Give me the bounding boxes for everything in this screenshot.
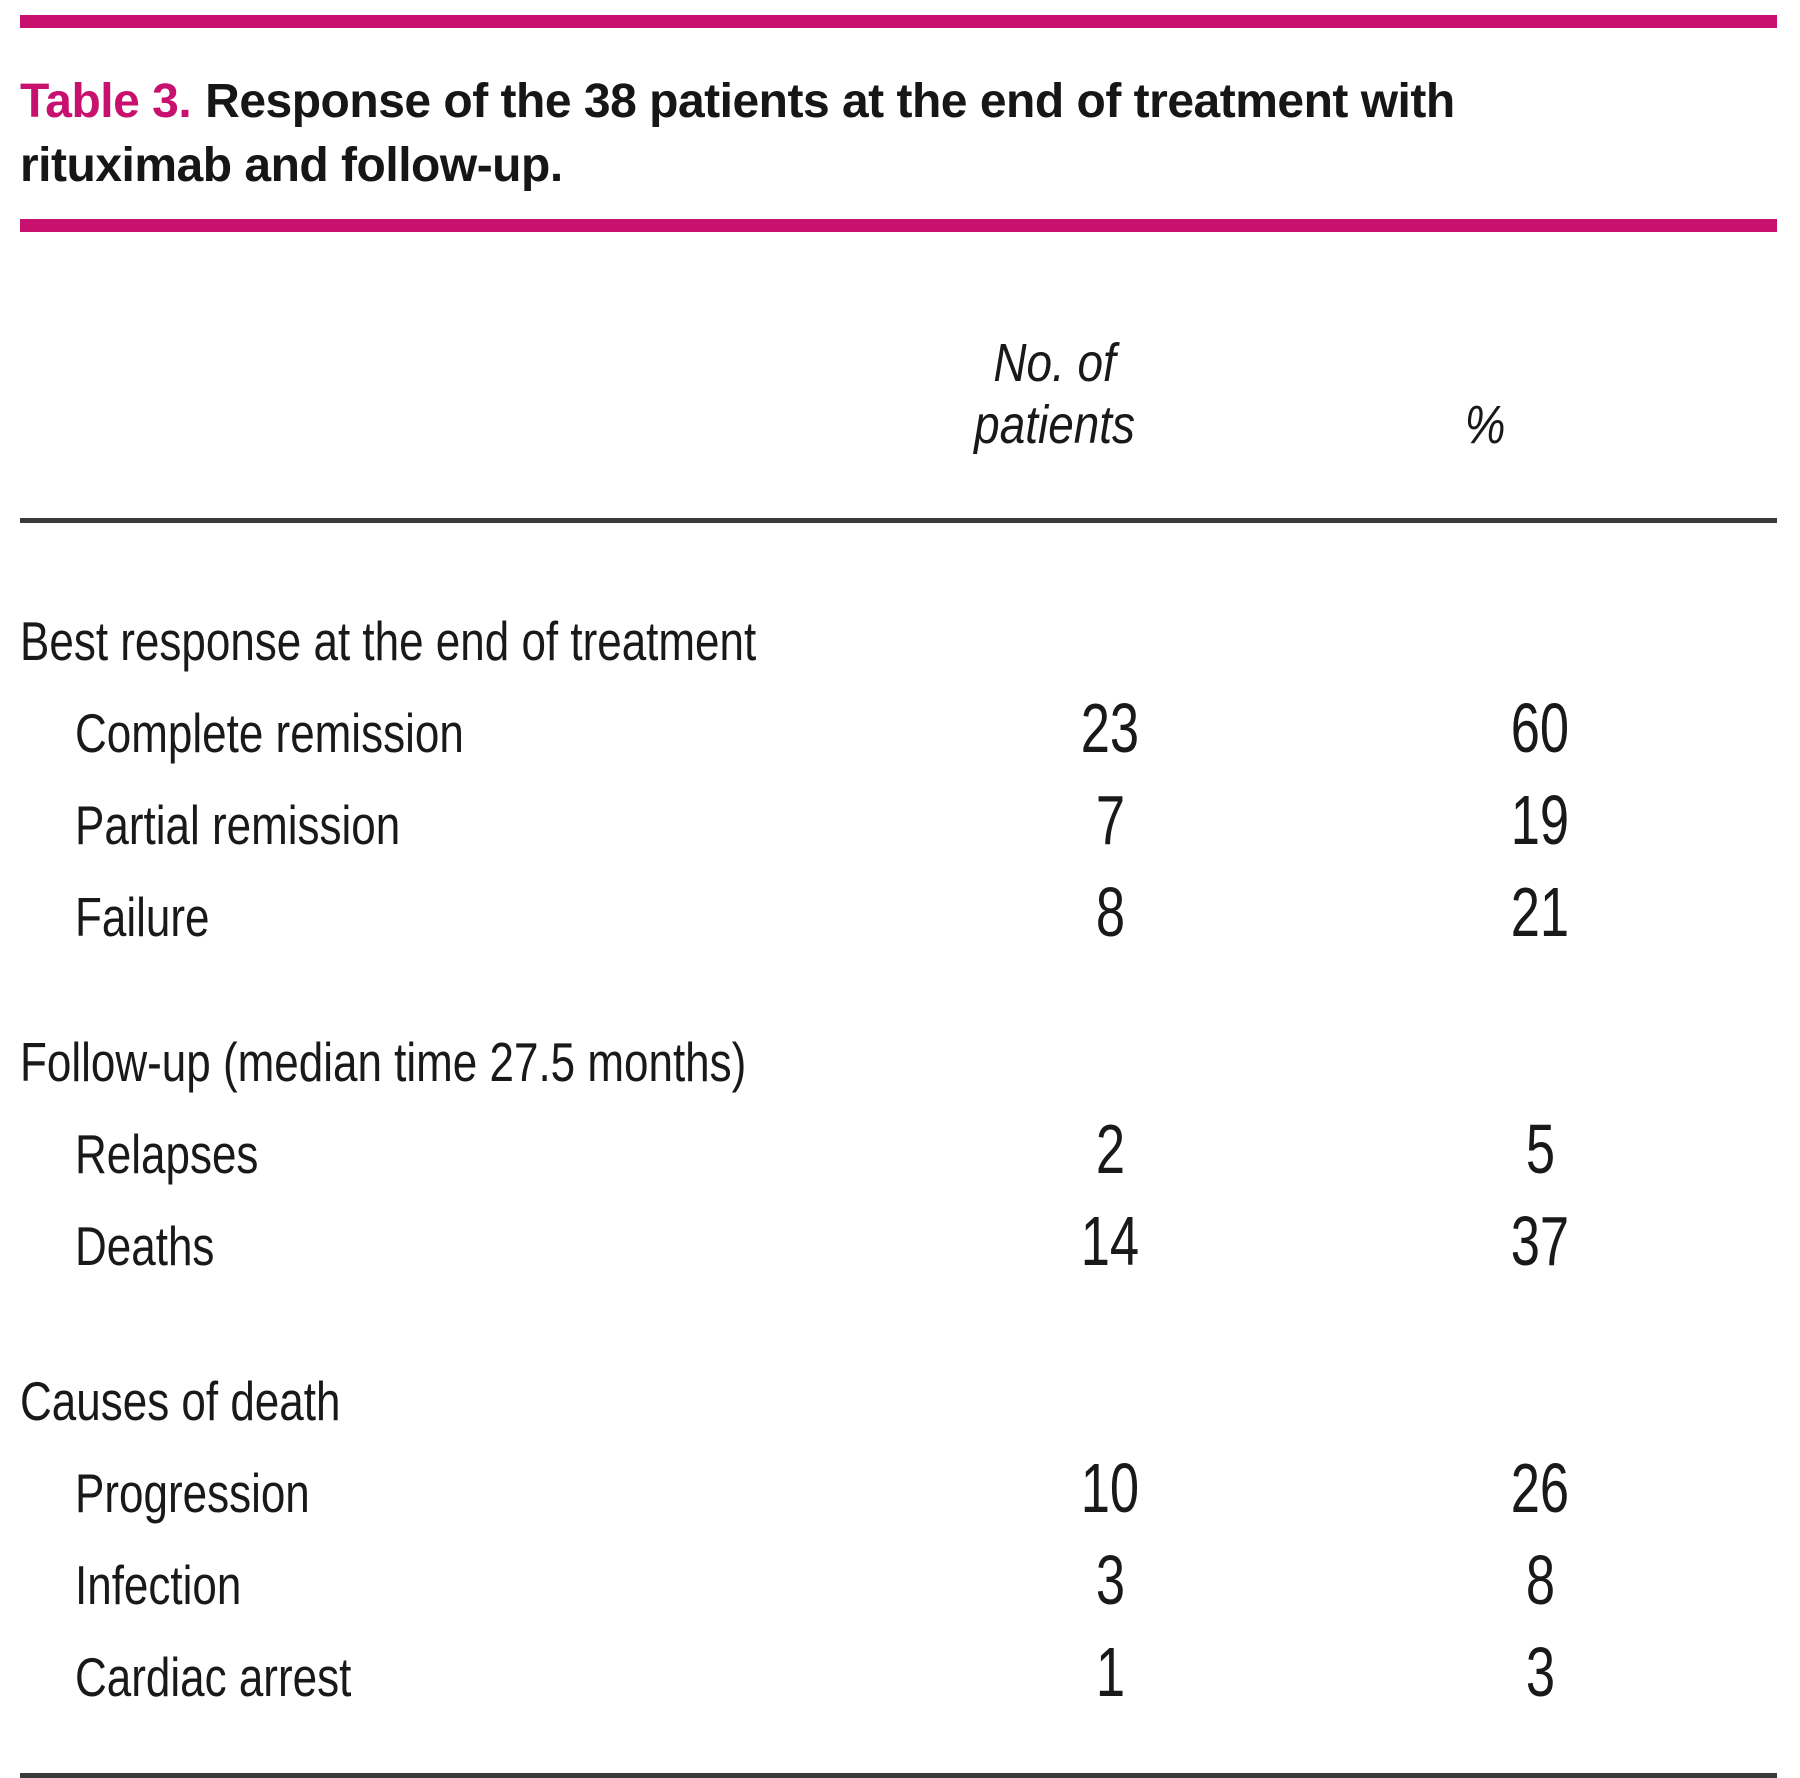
row-label: Progression [75, 1462, 310, 1524]
table-row: Complete remission 23 60 [20, 692, 1777, 784]
table-caption: Table 3. Response of the 38 patients at t… [20, 70, 1777, 198]
section-header-row: Causes of death [20, 1365, 1777, 1452]
row-percent-value: 19 [1510, 781, 1570, 859]
row-percent-value: 60 [1510, 689, 1570, 767]
table-caption-line2: rituximab and follow-up. [20, 139, 563, 192]
patients-header-line2: patients [974, 395, 1136, 455]
accent-bar-top [20, 15, 1777, 28]
table-number: Table 3. [20, 75, 192, 128]
section-header-label: Best response at the end of treatment [20, 610, 757, 672]
row-patients-value: 3 [1095, 1541, 1125, 1619]
row-label: Deaths [75, 1215, 215, 1277]
table-row: Relapses 2 5 [20, 1113, 1777, 1205]
patients-header-line1: No. of [993, 333, 1117, 393]
table-row: Partial remission 7 19 [20, 784, 1777, 876]
row-percent-value: 5 [1525, 1110, 1555, 1188]
row-patients-value: 2 [1095, 1110, 1125, 1188]
section-header-row: Best response at the end of treatment [20, 605, 1777, 692]
row-label: Infection [75, 1554, 242, 1616]
row-label: Complete remission [75, 702, 464, 764]
row-patients-value: 14 [1080, 1202, 1140, 1280]
table-row: Deaths 14 37 [20, 1205, 1777, 1297]
section-best-response: Best response at the end of treatment Co… [20, 605, 1777, 968]
patients-column-header: No. of patients [930, 332, 1180, 456]
row-percent-value: 21 [1510, 873, 1570, 951]
table-row: Cardiac arrest 1 3 [20, 1636, 1777, 1728]
section-causes-of-death: Causes of death Progression 10 26 Infect… [20, 1365, 1777, 1728]
row-patients-value: 7 [1095, 781, 1125, 859]
row-percent-value: 26 [1510, 1449, 1570, 1527]
row-patients-value: 1 [1095, 1633, 1125, 1711]
footer-rule [20, 1773, 1777, 1778]
table-figure: Table 3. Response of the 38 patients at t… [0, 15, 1800, 1778]
column-headers: No. of patients % [20, 332, 1777, 456]
table-caption-line1: Response of the 38 patients at the end o… [205, 75, 1455, 128]
percent-column-header: % [1360, 394, 1610, 456]
header-rule [20, 518, 1777, 523]
table-row: Failure 8 21 [20, 876, 1777, 968]
table-row: Infection 3 8 [20, 1544, 1777, 1636]
accent-bar-bottom [20, 219, 1777, 232]
section-header-label: Causes of death [20, 1370, 341, 1432]
row-label: Relapses [75, 1123, 259, 1185]
row-label: Partial remission [75, 794, 401, 856]
row-percent-value: 3 [1525, 1633, 1555, 1711]
section-header-label: Follow-up (median time 27.5 months) [20, 1031, 747, 1093]
row-patients-value: 8 [1095, 873, 1125, 951]
row-percent-value: 8 [1525, 1541, 1555, 1619]
row-patients-value: 10 [1080, 1449, 1140, 1527]
percent-header-label: % [1464, 395, 1506, 455]
section-follow-up: Follow-up (median time 27.5 months) Rela… [20, 1026, 1777, 1297]
row-percent-value: 37 [1510, 1202, 1570, 1280]
table-row: Progression 10 26 [20, 1452, 1777, 1544]
row-label: Failure [75, 886, 210, 948]
section-header-row: Follow-up (median time 27.5 months) [20, 1026, 1777, 1113]
row-label: Cardiac arrest [75, 1646, 352, 1708]
row-patients-value: 23 [1080, 689, 1140, 767]
